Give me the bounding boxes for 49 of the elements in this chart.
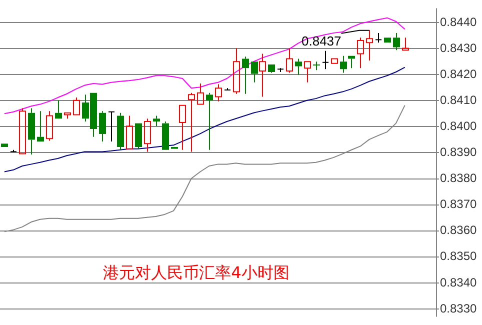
y-tick-label: 0.8380 [440,171,478,186]
candlestick [295,58,302,76]
y-tick-label: 0.8360 [440,223,478,238]
candlestick [135,123,142,150]
y-tick-label: 0.8350 [440,249,478,264]
candlestick [251,62,258,83]
candlestick [393,32,400,51]
candlestick [402,37,409,51]
y-tick-label: 0.8370 [440,197,478,212]
candlestick [188,92,195,152]
y-tick-label: 0.8390 [440,145,478,160]
candlestick [215,84,222,102]
candlestick [197,82,204,105]
y-tick-label: 0.8340 [440,275,478,290]
candlestick [19,108,26,154]
candlestick [108,111,115,142]
candlestick [259,53,266,98]
candlestick [126,115,133,150]
y-tick-label: 0.8400 [440,119,478,134]
candlestick [99,110,106,142]
candlestick [55,100,62,119]
y-tick-label: 0.8410 [440,92,478,107]
candlestick [286,48,293,74]
text: 港元对人民币汇率4小时图 [103,262,290,282]
candlestick [242,56,249,94]
candlestick [340,55,347,74]
candlestick [375,32,382,44]
candlestick [268,64,275,74]
y-tick-label: 0.8420 [440,66,478,81]
candlestick [46,110,53,142]
candlestick [233,48,240,94]
candlestick [304,61,311,83]
y-tick-label: 0.8330 [440,301,478,316]
candlestick [206,92,213,150]
candlestick [28,108,35,156]
y-tick-label: 0.8440 [440,14,478,29]
candlestick [37,110,44,142]
candlestick [357,37,364,69]
annotation: 0.8437 [302,33,342,48]
candlestick [366,30,373,62]
candlestick [313,61,320,71]
y-tick-label: 0.8430 [440,40,478,55]
candlestick [179,104,186,150]
candlestick [117,112,124,150]
candlestick [73,97,80,116]
candlestick [162,120,169,150]
candlestick [153,115,160,127]
candlestick [144,118,151,152]
candlestick [322,50,329,70]
